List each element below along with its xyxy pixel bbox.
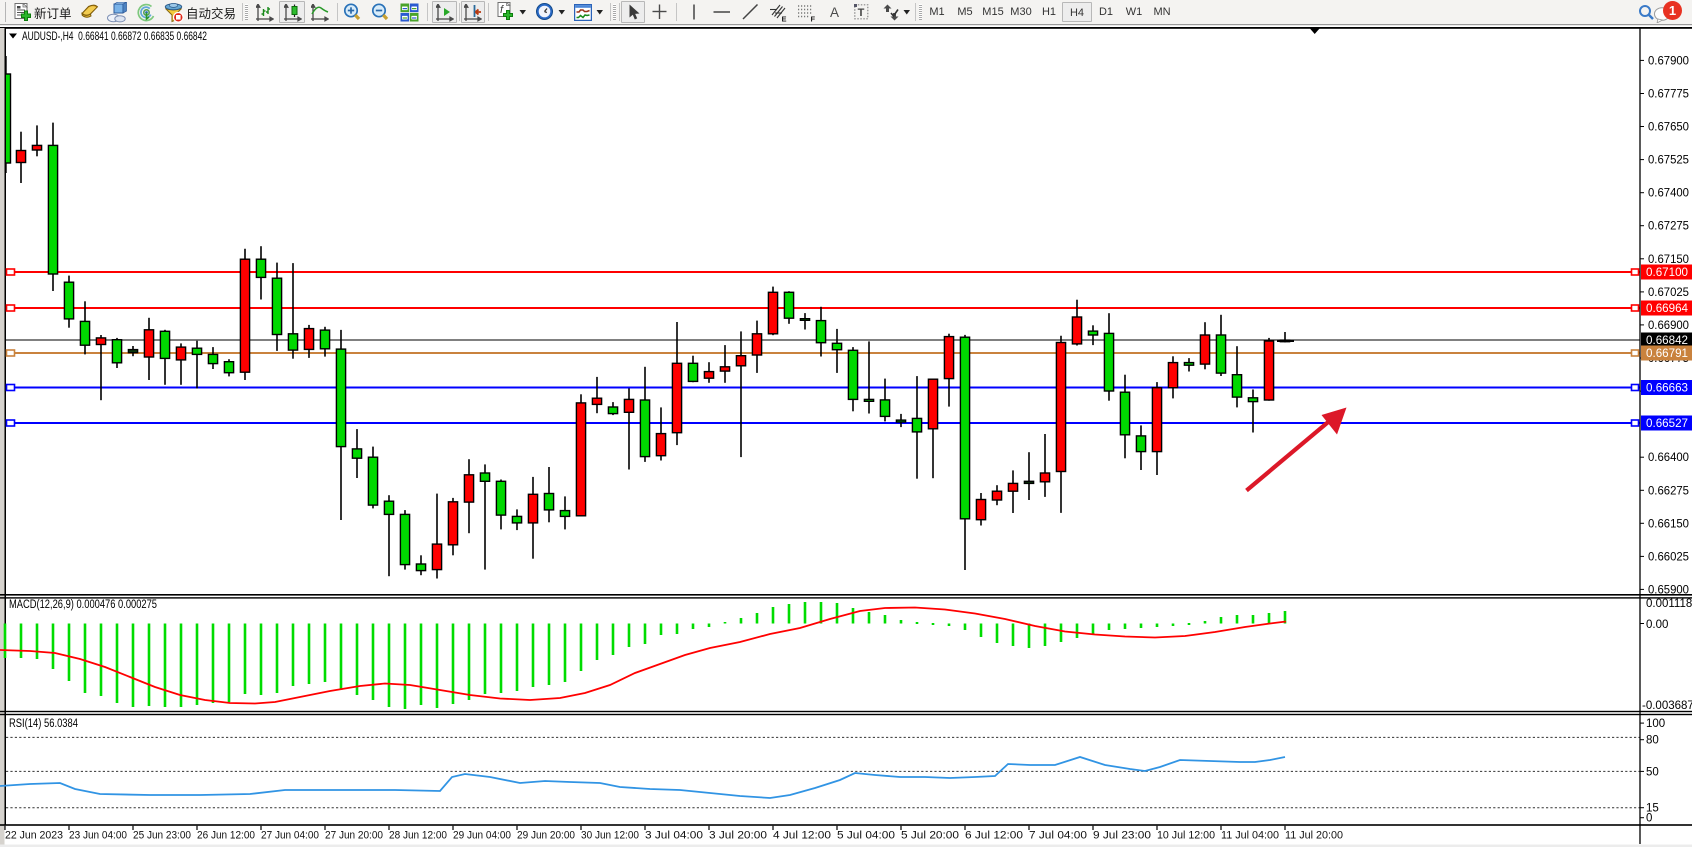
svg-text:E: E — [782, 15, 787, 23]
svg-text:11 Jul 20:00: 11 Jul 20:00 — [1285, 830, 1343, 842]
svg-text:28 Jun 12:00: 28 Jun 12:00 — [389, 830, 447, 842]
svg-text:26 Jun 12:00: 26 Jun 12:00 — [197, 830, 255, 842]
svg-text:MACD(12,26,9) 0.000476 0.00027: MACD(12,26,9) 0.000476 0.000275 — [9, 599, 157, 611]
svg-text:0.66150: 0.66150 — [1648, 518, 1689, 530]
svg-text:0.67025: 0.67025 — [1648, 287, 1689, 299]
svg-text:0.66964: 0.66964 — [1646, 303, 1689, 315]
svg-text:0.66900: 0.66900 — [1648, 320, 1689, 332]
svg-text:6 Jul 12:00: 6 Jul 12:00 — [965, 830, 1023, 842]
svg-text:T: T — [858, 7, 865, 19]
svg-text:0.67150: 0.67150 — [1648, 254, 1689, 266]
svg-text:3 Jul 04:00: 3 Jul 04:00 — [645, 830, 703, 842]
svg-text:0.66842: 0.66842 — [1646, 335, 1688, 347]
svg-text:0.66663: 0.66663 — [1646, 383, 1688, 395]
svg-text:5 Jul 20:00: 5 Jul 20:00 — [901, 830, 959, 842]
svg-text:0.66400: 0.66400 — [1648, 452, 1689, 464]
svg-text:0.67900: 0.67900 — [1648, 55, 1689, 67]
svg-text:0.67400: 0.67400 — [1648, 188, 1689, 200]
svg-text:0.67525: 0.67525 — [1648, 155, 1689, 167]
svg-text:25 Jun 23:00: 25 Jun 23:00 — [133, 830, 191, 842]
svg-text:50: 50 — [1646, 766, 1659, 778]
svg-text:100: 100 — [1646, 718, 1665, 730]
svg-text:0.00: 0.00 — [1646, 619, 1668, 631]
svg-text:0.67775: 0.67775 — [1648, 89, 1689, 101]
svg-text:3 Jul 20:00: 3 Jul 20:00 — [709, 830, 767, 842]
svg-text:0.66527: 0.66527 — [1646, 418, 1688, 430]
svg-text:29 Jun 04:00: 29 Jun 04:00 — [453, 830, 511, 842]
svg-text:5 Jul 04:00: 5 Jul 04:00 — [837, 830, 895, 842]
svg-text:80: 80 — [1646, 735, 1659, 747]
svg-text:29 Jun 20:00: 29 Jun 20:00 — [517, 830, 575, 842]
svg-text:23 Jun 04:00: 23 Jun 04:00 — [69, 830, 127, 842]
svg-text:27 Jun 04:00: 27 Jun 04:00 — [261, 830, 319, 842]
svg-text:0.66791: 0.66791 — [1646, 348, 1688, 360]
svg-text:0.66275: 0.66275 — [1648, 485, 1689, 497]
svg-text:0.001118: 0.001118 — [1646, 598, 1692, 610]
svg-text:AUDUSD-,H4 0.66841 0.66872 0.: AUDUSD-,H4 0.66841 0.66872 0.66835 0.668… — [22, 29, 207, 43]
svg-text:11 Jul 04:00: 11 Jul 04:00 — [1221, 830, 1279, 842]
svg-text:0.67275: 0.67275 — [1648, 221, 1689, 233]
svg-text:F: F — [811, 15, 816, 23]
svg-text:0.65900: 0.65900 — [1648, 584, 1689, 596]
svg-text:10 Jul 12:00: 10 Jul 12:00 — [1157, 830, 1215, 842]
svg-text:0.67650: 0.67650 — [1648, 122, 1689, 134]
svg-text:RSI(14) 56.0384: RSI(14) 56.0384 — [9, 718, 78, 730]
svg-text:27 Jun 20:00: 27 Jun 20:00 — [325, 830, 383, 842]
svg-text:-0.003687: -0.003687 — [1642, 700, 1692, 712]
svg-text:f: f — [500, 4, 504, 16]
svg-text:0.67100: 0.67100 — [1646, 267, 1688, 279]
svg-text:9 Jul 23:00: 9 Jul 23:00 — [1093, 830, 1151, 842]
svg-text:0.66025: 0.66025 — [1648, 551, 1689, 563]
svg-text:0: 0 — [1646, 813, 1652, 825]
svg-text:15: 15 — [1646, 803, 1659, 815]
svg-text:7 Jul 04:00: 7 Jul 04:00 — [1029, 830, 1087, 842]
svg-text:22 Jun 2023: 22 Jun 2023 — [5, 830, 63, 842]
svg-text:4 Jul 12:00: 4 Jul 12:00 — [773, 830, 831, 842]
svg-text:30 Jun 12:00: 30 Jun 12:00 — [581, 830, 639, 842]
